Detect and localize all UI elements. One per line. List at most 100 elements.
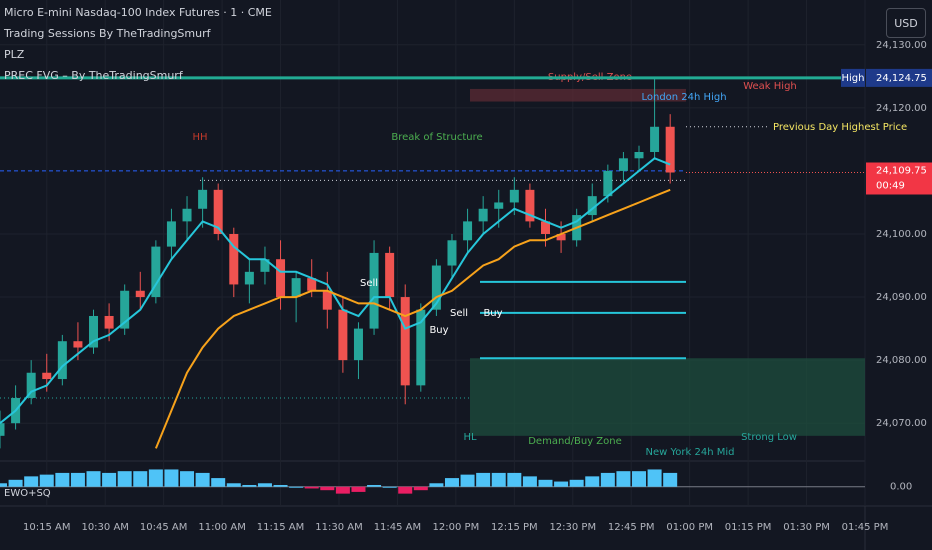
histogram-bar <box>507 472 522 487</box>
y-tick-label: 24,090.00 <box>876 292 927 303</box>
y-tick-label: 24,100.00 <box>876 229 927 240</box>
candle-body <box>478 208 488 222</box>
candle-body <box>338 309 348 361</box>
last-price-label: 24,109.75 <box>876 165 927 176</box>
histogram-bar <box>585 476 600 487</box>
histogram-bar <box>522 476 537 487</box>
x-tick-label: 01:45 PM <box>842 522 889 533</box>
candle-body <box>42 372 52 380</box>
high-name-tag <box>841 68 865 87</box>
indicator-name: PREC FVG – By TheTradingSmurf <box>4 69 183 82</box>
histogram-bar <box>647 469 662 487</box>
histogram-bar <box>491 472 506 487</box>
histogram-bar <box>195 472 210 487</box>
histogram-bar <box>211 478 226 487</box>
y-tick-label: 24,130.00 <box>876 40 927 51</box>
candle-body <box>182 208 192 222</box>
candle-body <box>73 341 83 348</box>
candle-body <box>89 315 99 348</box>
x-tick-label: 12:30 PM <box>549 522 596 533</box>
candle-body <box>447 240 457 266</box>
histogram-bar <box>632 471 647 487</box>
candle-body <box>634 152 644 159</box>
histogram-bar <box>8 479 23 487</box>
y-tick-label: 24,080.00 <box>876 355 927 366</box>
candle-body <box>540 221 550 234</box>
histogram-bar <box>600 472 615 487</box>
currency-button[interactable]: USD <box>886 8 926 38</box>
histogram-bar <box>476 472 491 487</box>
countdown-label: 00:49 <box>876 180 905 191</box>
candle-body <box>494 202 504 209</box>
candle-body <box>509 189 519 203</box>
annotation: HH <box>192 132 207 143</box>
indicator-name: Trading Sessions By TheTradingSmurf <box>4 27 211 40</box>
histogram-bar <box>663 472 678 487</box>
histogram-bar <box>117 471 132 487</box>
candle-body <box>369 252 379 329</box>
histogram-bar <box>164 469 179 487</box>
histogram-bar <box>460 474 475 487</box>
annotation: HL <box>463 432 477 443</box>
candle-body <box>587 196 597 216</box>
histogram-bar <box>335 486 350 494</box>
x-tick-label: 10:15 AM <box>23 522 70 533</box>
indicator-name: PLZ <box>4 48 25 61</box>
high-value: 24,124.75 <box>876 73 927 84</box>
histogram-bar <box>24 476 39 487</box>
x-tick-label: 12:00 PM <box>433 522 480 533</box>
zone-label: Demand/Buy Zone <box>528 436 622 447</box>
candle-body <box>322 290 332 310</box>
histogram-bar <box>398 486 413 494</box>
annotation: Weak High <box>743 81 797 92</box>
histogram-bar <box>382 486 397 488</box>
candle-body <box>120 290 130 329</box>
candle-body <box>244 271 254 285</box>
x-tick-label: 11:00 AM <box>198 522 245 533</box>
histogram-bar <box>86 471 101 487</box>
histogram-bar <box>289 486 304 488</box>
histogram-bar <box>554 481 569 487</box>
histogram-bar <box>226 483 241 487</box>
annotation: New York 24h Mid <box>646 447 735 458</box>
candle-body <box>0 423 5 436</box>
ma-line <box>154 188 671 449</box>
x-tick-label: 12:45 PM <box>608 522 655 533</box>
y-tick-label: 0.00 <box>890 482 912 493</box>
candle-body <box>260 259 270 272</box>
x-tick-label: 12:15 PM <box>491 522 538 533</box>
high-tag <box>866 68 932 87</box>
histogram-bar <box>148 469 163 487</box>
x-tick-label: 11:30 AM <box>315 522 362 533</box>
candle-body <box>135 290 145 298</box>
symbol-title: Micro E-mini Nasdaq-100 Index Futures · … <box>4 6 272 19</box>
histogram-bar <box>133 471 148 487</box>
candle-body <box>665 126 675 173</box>
x-tick-label: 01:00 PM <box>666 522 713 533</box>
histogram-bar <box>304 486 319 489</box>
histogram-bar <box>429 483 444 487</box>
pane-title: EWO+SQ <box>4 488 51 499</box>
candle-body <box>416 309 426 386</box>
candle-body <box>603 170 613 197</box>
candle-body <box>307 278 317 291</box>
candle-body <box>618 158 628 171</box>
annotation: Buy <box>483 308 502 319</box>
histogram-bar <box>55 472 70 487</box>
candle-body <box>556 233 566 241</box>
histogram-bar <box>413 486 428 491</box>
candle-body <box>431 265 441 310</box>
level-label: Previous Day Highest Price <box>773 122 907 133</box>
zone <box>470 358 865 436</box>
histogram-bar <box>180 471 195 487</box>
annotation: Break of Structure <box>391 132 482 143</box>
candle-body <box>229 233 239 285</box>
candle-body <box>57 341 67 380</box>
candle-body <box>151 246 161 298</box>
annotation: London 24h High <box>641 92 726 103</box>
histogram-bar <box>257 483 272 487</box>
ma-line <box>0 157 671 424</box>
x-tick-label: 10:45 AM <box>140 522 187 533</box>
candle-body <box>213 189 223 234</box>
